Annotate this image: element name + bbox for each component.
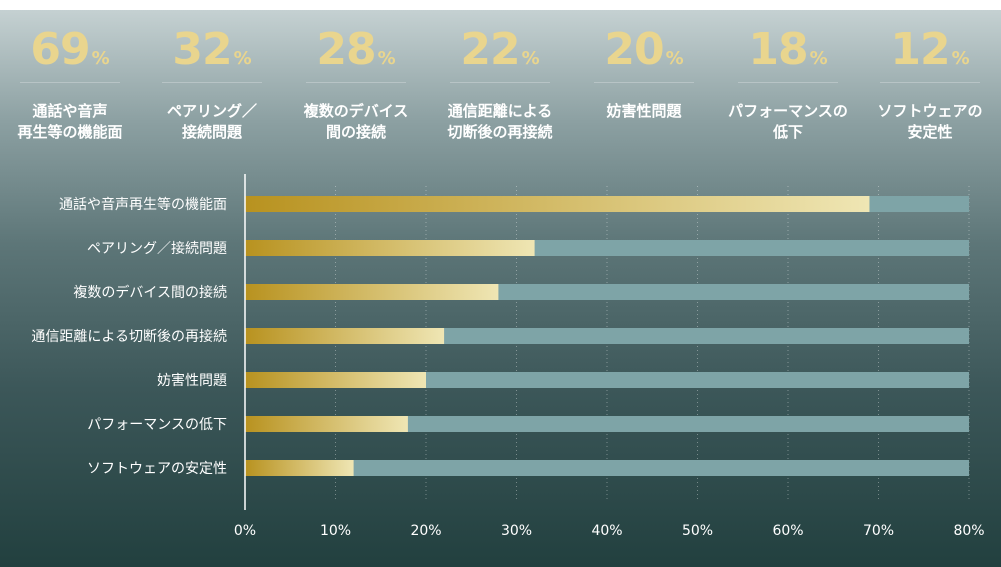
stat-unit: % bbox=[521, 48, 540, 69]
category-label: ペアリング／接続問題 bbox=[87, 240, 227, 257]
stat-divider bbox=[450, 82, 550, 83]
stat-unit: % bbox=[951, 48, 970, 69]
stat-value: 18 bbox=[748, 24, 808, 75]
stat-label: ソフトウェアの 安定性 bbox=[877, 102, 983, 141]
bar-chart: 通話や音声再生等の機能面ペアリング／接続問題複数のデバイス間の接続通信距離による… bbox=[31, 174, 985, 539]
stat-label: パフォーマンスの 低下 bbox=[728, 102, 848, 141]
stat-value: 12 bbox=[890, 24, 950, 75]
stat-value: 69 bbox=[30, 24, 90, 75]
bar bbox=[245, 284, 499, 300]
x-tick-label: 0% bbox=[234, 523, 256, 539]
stat-label: 通話や音声 再生等の機能面 bbox=[17, 102, 123, 141]
x-tick-label: 40% bbox=[591, 523, 622, 539]
stat-label: 妨害性問題 bbox=[606, 102, 682, 120]
stat-divider bbox=[306, 82, 406, 83]
category-label: 妨害性問題 bbox=[157, 373, 227, 389]
category-label: 通信距離による切断後の再接続 bbox=[31, 328, 227, 345]
bar-track bbox=[245, 416, 969, 432]
x-tick-label: 30% bbox=[501, 523, 532, 539]
stat-value: 28 bbox=[316, 24, 376, 75]
stat-unit: % bbox=[233, 48, 252, 69]
stat-divider bbox=[880, 82, 980, 83]
bar bbox=[245, 196, 870, 212]
stat-label: ペアリング／ 接続問題 bbox=[166, 102, 257, 141]
stat-unit: % bbox=[665, 48, 684, 69]
stat-divider bbox=[738, 82, 838, 83]
bar-track bbox=[245, 460, 969, 476]
stat-number: 28% bbox=[296, 24, 416, 75]
bar bbox=[245, 416, 408, 432]
chart-canvas: 69% 通話や音声 再生等の機能面 32% ペアリング／ 接続問題 28% 複数のデバイス… bbox=[0, 10, 1001, 567]
stat-unit: % bbox=[91, 48, 110, 69]
stat-value: 32 bbox=[172, 24, 232, 75]
stat-value: 20 bbox=[604, 24, 664, 75]
x-tick-label: 70% bbox=[863, 523, 894, 539]
stat-label: 複数のデバイス 間の接続 bbox=[303, 102, 409, 141]
stat-divider bbox=[162, 82, 262, 83]
bar bbox=[245, 240, 535, 256]
bar bbox=[245, 372, 426, 388]
stat-value: 22 bbox=[460, 24, 520, 75]
category-label: パフォーマンスの低下 bbox=[87, 417, 227, 433]
bar bbox=[245, 328, 445, 344]
category-label: 通話や音声再生等の機能面 bbox=[59, 196, 227, 213]
bar bbox=[245, 460, 354, 476]
stat-divider bbox=[594, 82, 694, 83]
category-label: 複数のデバイス間の接続 bbox=[73, 284, 227, 301]
category-label: ソフトウェアの安定性 bbox=[87, 461, 227, 477]
x-tick-label: 60% bbox=[772, 523, 803, 539]
stat-unit: % bbox=[377, 48, 396, 69]
x-tick-label: 10% bbox=[320, 523, 351, 539]
stat-divider bbox=[20, 82, 120, 83]
stat-number: 12% bbox=[870, 24, 990, 75]
stat-number: 69% bbox=[10, 24, 130, 75]
stat-number: 20% bbox=[584, 24, 704, 75]
x-tick-label: 50% bbox=[682, 523, 713, 539]
stat-number: 18% bbox=[728, 24, 848, 75]
stat-number: 32% bbox=[152, 24, 272, 75]
stat-label: 通信距離による 切断後の再接続 bbox=[447, 102, 553, 141]
stat-number: 22% bbox=[440, 24, 560, 75]
x-tick-label: 20% bbox=[410, 523, 441, 539]
stat-unit: % bbox=[809, 48, 828, 69]
x-tick-label: 80% bbox=[953, 523, 984, 539]
